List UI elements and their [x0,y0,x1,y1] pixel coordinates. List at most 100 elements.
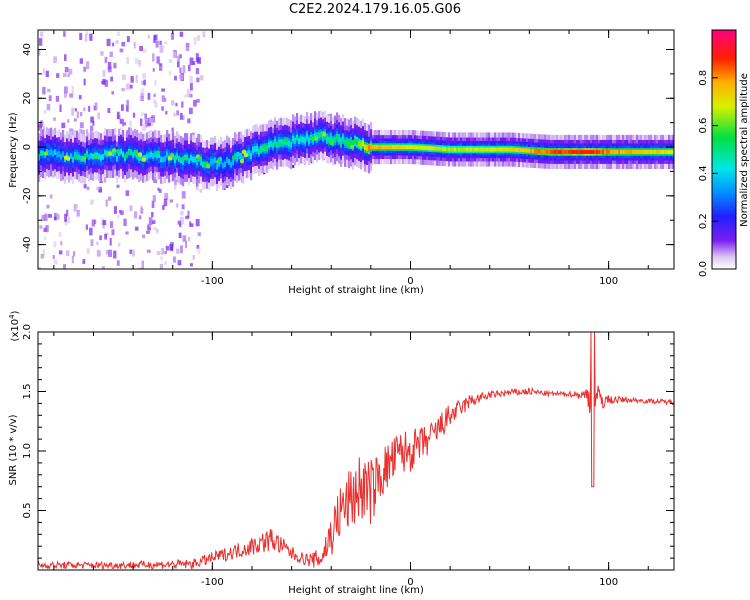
snr-y-tick-label: 0.5 [22,503,33,519]
heatmap-noise-cell [42,68,46,75]
heatmap-noise-cell [179,223,182,228]
heatmap-noise-cell [64,219,68,226]
heatmap-ridge-cell [298,138,301,144]
heatmap-ridge-cell [156,152,159,159]
heatmap-noise-cell [86,186,90,191]
snr-y-multiplier-exp: 4 [8,314,16,319]
heatmap-noise-cell [64,213,67,222]
heatmap-ridge-cell [328,136,331,143]
heatmap-ridge-cell [112,150,115,157]
heatmap-noise-cell [79,32,83,40]
heatmap-ridge-cell [600,149,603,154]
heatmap-noise-cell [73,118,77,122]
heatmap-noise-cell [125,231,129,235]
heatmap-noise-cell [123,218,127,226]
heatmap-noise-cell [117,31,120,37]
heatmap-blob [199,161,205,167]
heatmap-ridge-cell [440,146,443,151]
heatmap-ridge-cell [460,147,463,152]
heatmap-ridge-cell [364,144,367,151]
heatmap-blob [235,151,241,157]
heatmap-scatter-cell [291,164,295,168]
heatmap-noise-cell [182,235,187,242]
heatmap-ridge-cell [290,141,293,148]
heatmap-noise-cell [179,67,182,74]
heatmap-ridge-cell [622,149,625,154]
heatmap-noise-cell [159,65,163,71]
heatmap-noise-cell [195,53,199,60]
heatmap-noise-cell [113,206,117,214]
spectrogram-y-tick-label: 20 [22,92,33,105]
snr-y-tick-label: 1.0 [22,443,33,459]
heatmap-noise-cell [164,97,167,102]
heatmap-ridge-cell [220,158,223,165]
heatmap-blob [107,151,113,156]
heatmap-noise-cell [181,191,186,199]
heatmap-ridge-cell [576,149,579,154]
heatmap-noise-cell [53,117,56,121]
heatmap-noise-cell [38,124,42,131]
heatmap-ridge-cell [188,158,191,164]
heatmap-noise-cell [151,220,156,224]
heatmap-ridge-cell [548,149,551,154]
heatmap-ridge-cell [332,138,335,145]
heatmap-ridge-cell [510,147,513,152]
heatmap-ridge-cell [344,139,347,146]
heatmap-ridge-cell [554,149,557,154]
heatmap-ridge-cell [518,147,521,153]
heatmap-ridge-cell [588,149,591,154]
heatmap-noise-cell [99,235,102,241]
heatmap-ridge-cell [564,149,567,154]
heatmap-noise-cell [180,74,184,80]
heatmap-noise-cell [39,31,44,37]
heatmap-noise-cell [192,61,196,66]
heatmap-ridge-cell [218,160,221,167]
heatmap-noise-cell [67,119,70,123]
heatmap-ridge-cell [228,158,231,165]
heatmap-noise-cell [176,248,180,254]
heatmap-ridge-cell [448,147,451,152]
heatmap-noise-cell [142,73,146,79]
heatmap-noise-cell [182,65,186,74]
heatmap-noise-cell [91,219,95,227]
heatmap-blob [169,153,175,158]
heatmap-ridge-cell [350,139,353,146]
heatmap-noise-cell [133,211,138,219]
heatmap-noise-cell [189,221,192,227]
heatmap-ridge-cell [472,147,475,152]
heatmap-ridge-cell [398,145,401,150]
snr-y-multiplier-close: ) [10,310,21,314]
heatmap-noise-cell [110,76,114,82]
heatmap-noise-cell [71,85,74,94]
colorbar-tick-label: 0.8 [698,70,709,86]
heatmap-noise-cell [56,73,60,78]
heatmap-ridge-cell [50,149,53,155]
spectrogram-panel: -100 0 100 -40 -20 0 20 40 Height of straight l… [8,29,675,296]
heatmap-ridge-cell [446,147,449,152]
heatmap-ridge-cell [494,147,497,152]
heatmap-noise-cell [176,110,179,116]
heatmap-noise-cell [102,78,106,85]
heatmap-ridge-cell [568,149,571,154]
heatmap-noise-cell [107,196,112,201]
heatmap-noise-cell [53,259,58,265]
heatmap-ridge-cell [450,147,453,152]
heatmap-ridge-cell [586,149,589,154]
heatmap-ridge-cell [582,149,585,154]
heatmap-noise-cell [111,91,114,95]
heatmap-blob [243,152,249,158]
heatmap-ridge-cell [562,149,565,154]
heatmap-ridge-cell [286,139,289,146]
heatmap-ridge-cell [250,152,253,159]
heatmap-noise-cell [126,105,129,112]
heatmap-ridge-cell [618,149,621,154]
heatmap-ridge-cell [182,159,185,165]
heatmap-ridge-cell [438,146,441,151]
snr-y-tick-label: 1.5 [22,384,33,400]
heatmap-ridge-cell [610,149,613,154]
heatmap-noise-cell [47,88,51,93]
heatmap-ridge-cell [662,149,665,154]
heatmap-ridge-cell [484,147,487,152]
heatmap-ridge-cell [480,147,483,152]
snr-ticks: -100 0 100 0.5 1.0 1.5 2.0 [22,324,674,588]
